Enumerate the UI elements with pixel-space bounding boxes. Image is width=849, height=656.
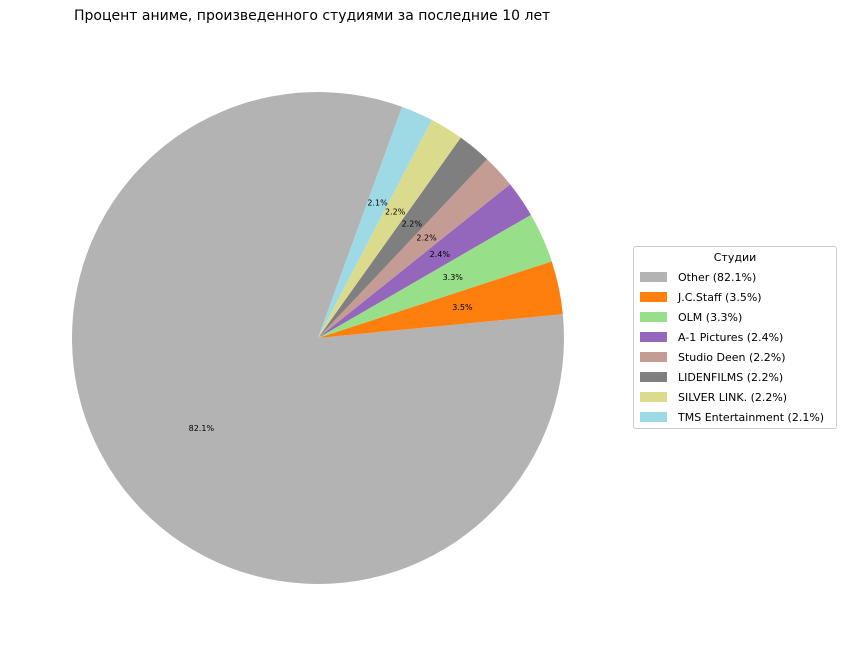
slice-percent-label: 82.1% (189, 424, 215, 433)
legend-swatch (640, 352, 667, 362)
legend-swatch (640, 292, 667, 302)
slice-percent-label: 2.2% (385, 208, 406, 217)
pie-slice-studio-deen (318, 159, 511, 338)
legend-item: Other (82.1%) (634, 267, 836, 287)
legend-swatch (640, 392, 667, 402)
slice-percent-label: 2.2% (416, 234, 437, 243)
legend-item: SILVER LINK. (2.2%) (634, 387, 836, 407)
legend-item: A-1 Pictures (2.4%) (634, 327, 836, 347)
pie-slice-a-1-pictures (318, 184, 531, 338)
pie-slice-other (72, 91, 565, 585)
slice-percent-label: 2.2% (402, 220, 423, 229)
legend-swatch (640, 412, 667, 422)
legend-label: Studio Deen (2.2%) (678, 350, 786, 364)
legend-swatch (640, 312, 667, 322)
slice-percent-label: 2.4% (430, 250, 451, 259)
legend-label: Other (82.1%) (678, 270, 757, 284)
legend-label: A-1 Pictures (2.4%) (678, 330, 784, 344)
pie-slice-silver-link (318, 119, 461, 339)
legend-label: TMS Entertainment (2.1%) (678, 410, 825, 424)
legend-label: OLM (3.3%) (678, 310, 743, 324)
slice-percent-label: 2.1% (367, 198, 388, 207)
legend-swatch (640, 372, 667, 382)
legend-swatch (640, 332, 667, 342)
pie-slice-lidenfilms (318, 137, 488, 338)
legend-item: J.C.Staff (3.5%) (634, 287, 836, 307)
pie-slice-tms-entertainment (318, 106, 432, 338)
legend-swatch (640, 272, 667, 282)
legend-item: OLM (3.3%) (634, 307, 836, 327)
pie-slice-olm (318, 214, 552, 338)
legend-label: J.C.Staff (3.5%) (678, 290, 762, 304)
slice-percent-label: 3.3% (443, 273, 464, 282)
chart-title: Процент аниме, произведенного студиями з… (74, 8, 551, 24)
legend-item: TMS Entertainment (2.1%) (634, 407, 836, 427)
pie-slice-j-c-staff (318, 261, 563, 338)
legend-item: Studio Deen (2.2%) (634, 347, 836, 367)
legend-title: Студии (713, 251, 757, 264)
legend-label: LIDENFILMS (2.2%) (678, 370, 784, 384)
legend-item: LIDENFILMS (2.2%) (634, 367, 836, 387)
legend: Студии Other (82.1%) J.C.Staff (3.5%) OLM … (633, 246, 837, 429)
slice-percent-label: 3.5% (452, 303, 473, 312)
legend-label: SILVER LINK. (2.2%) (678, 390, 788, 404)
